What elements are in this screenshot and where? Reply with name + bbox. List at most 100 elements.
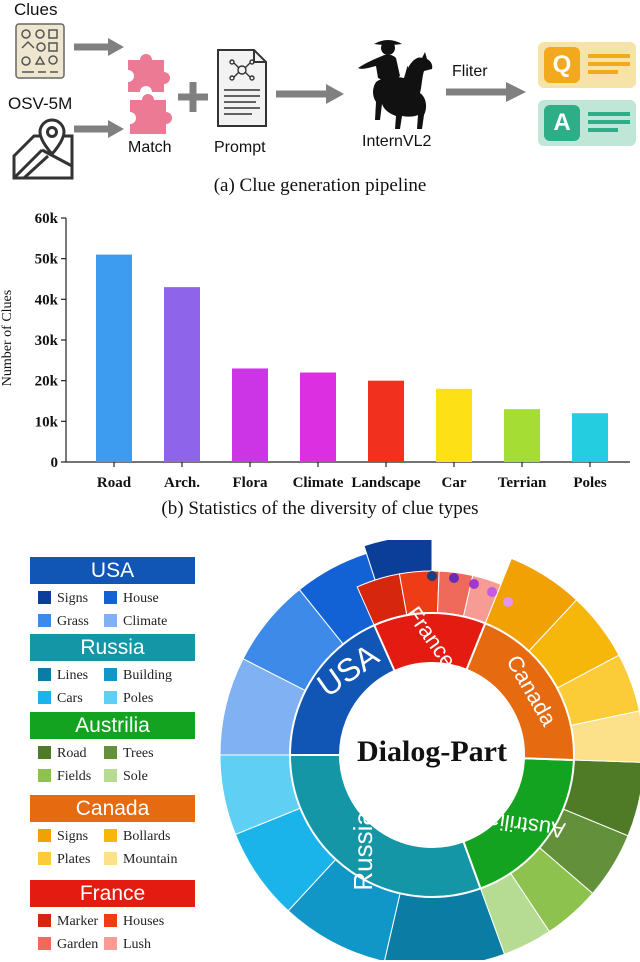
puzzle-icon: [128, 54, 172, 134]
sunburst-dot: [503, 597, 513, 607]
question-letter: Q: [552, 51, 572, 78]
legend-swatch: [104, 668, 117, 681]
axis-lines: [65, 218, 630, 463]
y-tick-label: 20k: [35, 374, 59, 390]
legend-header-usa: USA: [30, 557, 195, 584]
legend-item-label: Lines: [57, 668, 89, 683]
answer-letter: A: [553, 109, 571, 136]
bar-terrian: [504, 409, 540, 462]
answer-card: A: [538, 100, 636, 146]
question-card-background: [538, 42, 636, 88]
legend-swatch: [104, 769, 117, 782]
bar-car: [436, 388, 472, 462]
y-tick-label: 30k: [35, 333, 59, 349]
legend-swatch: [104, 829, 117, 842]
prompt-document-icon: [217, 49, 267, 127]
legend-item-label: House: [123, 591, 159, 606]
legend-swatch: [104, 937, 117, 950]
y-tick-label: 0: [51, 455, 59, 471]
x-tick-label: Flora: [233, 475, 268, 491]
legend-item: Signs: [38, 829, 88, 845]
x-tick-label: Landscape: [351, 475, 421, 491]
legend-swatch: [38, 746, 51, 759]
legend-swatch: [38, 769, 51, 782]
legend-item-label: Poles: [123, 691, 154, 706]
legend-swatch: [104, 691, 117, 704]
legend-swatch: [38, 591, 51, 604]
legend-item-label: Houses: [123, 914, 165, 929]
y-tick-label: 10k: [35, 414, 59, 430]
sunburst-center-label: Dialog-Part: [357, 735, 507, 768]
legend-item-label: Trees: [123, 746, 154, 761]
x-tick-label: Car: [442, 475, 467, 491]
legend-item-label: Bollards: [123, 829, 171, 844]
clues-document-icon: [15, 23, 65, 79]
x-tick-label: Road: [97, 475, 132, 491]
legend-item-label: Marker: [57, 914, 99, 929]
legend-item: Bollards: [104, 829, 170, 845]
legend-item: Signs: [38, 591, 88, 607]
legend-item-label: Garden: [57, 937, 99, 952]
x-tick-label: Climate: [293, 475, 344, 491]
legend-swatch: [38, 914, 51, 927]
legend-swatch: [104, 746, 117, 759]
legend-item-label: Signs: [57, 829, 89, 844]
legend-swatch: [38, 937, 51, 950]
plus-icon: [178, 82, 208, 112]
legend-swatch: [38, 852, 51, 865]
llama-rider-icon: [358, 40, 433, 129]
legend-item: Houses: [104, 914, 164, 930]
legend-swatch: [38, 691, 51, 704]
legend-header-russia: Russia: [30, 634, 195, 661]
legend-swatch: [104, 614, 117, 627]
legend-item: Sole: [104, 769, 148, 785]
legend-item-label: Plates: [57, 852, 91, 867]
legend-item-label: Climate: [123, 614, 168, 629]
legend-item: Cars: [38, 691, 83, 707]
legend-header-canada: Canada: [30, 795, 195, 822]
legend-item-label: Grass: [57, 614, 89, 629]
legend-swatch: [104, 914, 117, 927]
legend-item: Building: [104, 668, 172, 684]
legend-item: Marker: [38, 914, 98, 930]
arrow-right-icon: [74, 120, 124, 138]
arrow-right-icon: [446, 82, 526, 102]
legend-item-label: Road: [57, 746, 87, 761]
legend-item: House: [104, 591, 159, 607]
legend-swatch: [38, 829, 51, 842]
legend-item: Grass: [38, 614, 89, 630]
bar-road: [96, 254, 132, 462]
y-tick-label: 60k: [35, 211, 59, 227]
bar-chart-caption: (b) Statistics of the diversity of clue …: [161, 498, 479, 519]
legend-item-label: Lush: [123, 937, 151, 952]
question-card: Q: [538, 42, 636, 88]
legend-item: Road: [38, 746, 87, 762]
legend-item: Climate: [104, 614, 167, 630]
legend-header-france: France: [30, 880, 195, 907]
legend-item-label: Sole: [123, 769, 148, 784]
filter-label: Fliter: [452, 63, 488, 80]
clues-label: Clues: [14, 0, 58, 19]
bar-landscape: [368, 380, 404, 462]
legend-item: Plates: [38, 852, 90, 868]
sunburst-dot: [427, 571, 437, 581]
legend-item: Lines: [38, 668, 88, 684]
sunburst-center: [340, 663, 524, 847]
legend-item: Fields: [38, 769, 91, 785]
prompt-label: Prompt: [214, 139, 266, 156]
legend-swatch: [104, 852, 117, 865]
sunburst-dot: [487, 587, 497, 597]
x-tick-label: Poles: [573, 475, 606, 491]
y-tick-label: 50k: [35, 252, 59, 268]
legend-item: Mountain: [104, 852, 177, 868]
x-tick-label: Terrian: [498, 475, 547, 491]
legend-swatch: [104, 591, 117, 604]
osv-label: OSV-5M: [8, 94, 73, 113]
legend-item-label: Cars: [57, 691, 83, 706]
pipeline-caption: (a) Clue generation pipeline: [213, 175, 427, 196]
legend-header-austrilia: Austrilia: [30, 712, 195, 739]
bar-chart: 0 10k 20k 30k 40k 50k 60k Road Arch. Flora Climat…: [35, 211, 630, 491]
bar-climate: [300, 372, 336, 462]
legend-item-label: Fields: [57, 769, 92, 784]
